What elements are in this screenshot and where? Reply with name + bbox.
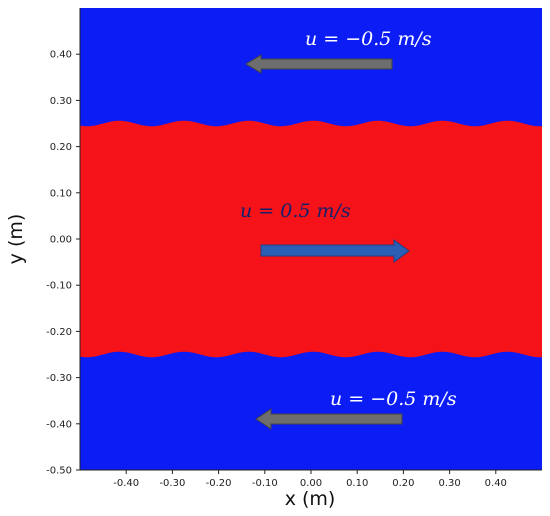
right-arrow-icon (260, 239, 410, 263)
y-tick-label: 0.40 (50, 50, 72, 61)
x-tick-label: -0.30 (159, 478, 185, 489)
x-tick-label: 0.20 (392, 478, 414, 489)
middle-velocity-label: u = 0.5 m/s (240, 200, 351, 222)
x-tick-label: -0.10 (252, 478, 278, 489)
bottom-velocity-label: u = −0.5 m/s (330, 388, 457, 410)
middle-velocity-arrow (260, 239, 410, 263)
y-tick-label: 0.10 (50, 188, 72, 199)
y-tick-label: 0.00 (50, 235, 72, 246)
x-tick-label: -0.20 (206, 478, 232, 489)
x-tick-label: 0.00 (300, 478, 322, 489)
left-arrow-icon (255, 408, 403, 430)
y-tick-label: -0.50 (46, 466, 72, 477)
x-tick-label: 0.40 (485, 478, 507, 489)
y-tick-label: -0.20 (46, 327, 72, 338)
x-tick-label: -0.40 (113, 478, 139, 489)
y-tick-label: 0.20 (50, 142, 72, 153)
inner-fluid-region (80, 120, 542, 358)
x-tick-label: 0.10 (346, 478, 368, 489)
bottom-velocity-arrow (255, 408, 403, 430)
x-axis-label: x (m) (285, 488, 336, 510)
tick-marks (76, 53, 497, 474)
y-tick-label: -0.40 (46, 419, 72, 430)
left-arrow-icon (245, 54, 393, 74)
y-axis-label: y (m) (5, 214, 27, 265)
y-tick-label: -0.30 (46, 373, 72, 384)
x-tick-label: 0.30 (438, 478, 460, 489)
y-tick-label: 0.30 (50, 96, 72, 107)
top-velocity-label: u = −0.5 m/s (305, 28, 432, 50)
top-velocity-arrow (245, 54, 393, 74)
tick-labels: -0.40 -0.30 -0.20 -0.10 0.00 0.10 0.20 0.30 0.40… (46, 50, 507, 489)
y-tick-label: -0.10 (46, 281, 72, 292)
